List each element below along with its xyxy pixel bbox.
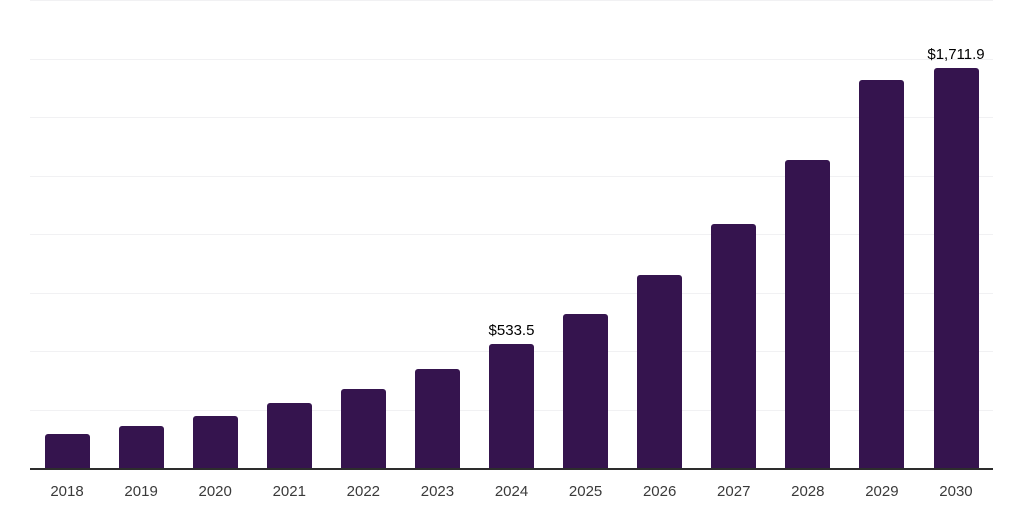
bar-2018 <box>44 433 90 469</box>
x-tick-label-2021: 2021 <box>272 483 306 500</box>
x-tick-label-2029: 2029 <box>865 483 899 500</box>
bar-2027 <box>711 224 757 469</box>
gridline <box>30 58 993 60</box>
x-tick-label-2028: 2028 <box>791 483 825 500</box>
gridline <box>30 0 993 1</box>
x-tick-label-2018: 2018 <box>50 483 84 500</box>
x-tick-label-2023: 2023 <box>420 483 455 500</box>
bar-2022 <box>340 389 386 469</box>
x-tick-label-2027: 2027 <box>717 483 751 500</box>
gridline <box>30 292 993 294</box>
bar-2028 <box>785 160 831 469</box>
x-tick-label-2020: 2020 <box>198 483 232 500</box>
bar-2025 <box>563 313 609 469</box>
bar-value-label-2024: $533.5 <box>488 322 535 339</box>
x-tick-label-2024: 2024 <box>494 483 529 500</box>
gridline <box>30 234 993 236</box>
bar-2024 <box>489 344 534 469</box>
plot-area: $533.5 $1,711.9 <box>30 0 993 470</box>
x-tick-label-2022: 2022 <box>346 483 381 500</box>
x-tick-label-2026: 2026 <box>642 483 677 500</box>
bar-2026 <box>637 274 683 469</box>
x-tick-label-2030: 2030 <box>939 483 973 500</box>
bar-value-label-2030: $1,711.9 <box>927 46 985 63</box>
bar-2021 <box>266 403 312 469</box>
bar-2023 <box>414 369 460 469</box>
gridline <box>30 175 993 177</box>
bar-2029 <box>859 79 905 469</box>
bar-2020 <box>192 416 238 469</box>
x-axis-tick-labels: 2018 2019 2020 2021 2022 2023 2024 2025 2026 2027… <box>30 483 993 500</box>
x-tick-label-2019: 2019 <box>124 483 158 500</box>
bar-2019 <box>118 425 164 469</box>
gridline <box>30 117 993 119</box>
x-tick-label-2025: 2025 <box>568 483 603 500</box>
bar-2030 <box>933 68 979 469</box>
x-axis-line <box>30 468 993 470</box>
